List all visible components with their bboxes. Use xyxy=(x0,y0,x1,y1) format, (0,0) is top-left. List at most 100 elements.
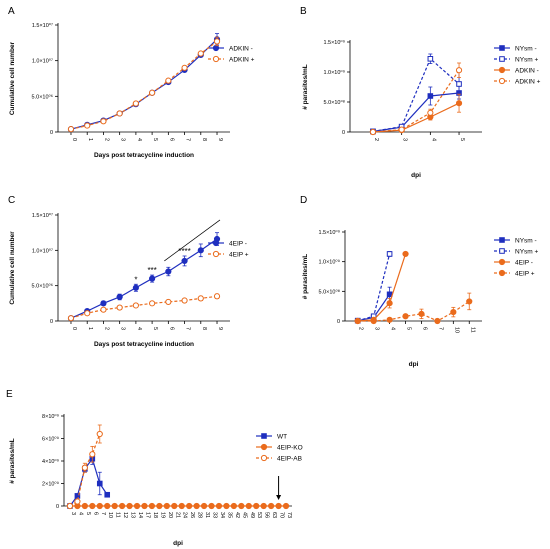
data-point xyxy=(171,502,178,510)
legend-marker xyxy=(498,258,506,266)
panel-label: B xyxy=(300,6,307,17)
data-point xyxy=(253,502,260,510)
data-point xyxy=(466,298,473,305)
data-point xyxy=(282,502,290,510)
data-point xyxy=(165,298,172,306)
data-point xyxy=(402,250,409,258)
data-point xyxy=(132,284,139,291)
data-point xyxy=(213,293,221,300)
data-point xyxy=(74,498,81,505)
data-point xyxy=(141,502,148,510)
legend-marker xyxy=(499,237,505,243)
legend-marker xyxy=(212,239,220,247)
x-tick-label: 26 xyxy=(189,512,195,518)
data-point xyxy=(116,304,123,311)
x-tick-label: 0 xyxy=(71,138,77,141)
x-axis-label: Days post tetracycline induction xyxy=(94,341,194,348)
series-line xyxy=(70,238,218,319)
x-tick-label: 19 xyxy=(159,512,165,518)
data-point xyxy=(96,502,103,510)
x-tick-label: 17 xyxy=(144,512,150,518)
x-tick-label: 5 xyxy=(152,138,158,141)
data-point xyxy=(149,89,156,96)
x-tick-label: 11 xyxy=(115,512,121,518)
data-point xyxy=(213,38,221,45)
legend-marker xyxy=(261,433,267,439)
data-point xyxy=(386,251,393,257)
x-tick-label: 45 xyxy=(241,512,247,518)
x-tick-label: 0 xyxy=(71,327,77,330)
y-tick-label: 5.0×10⁰⁸ xyxy=(323,99,345,106)
data-point xyxy=(456,81,462,87)
data-point xyxy=(186,502,193,510)
legend-marker xyxy=(499,45,505,51)
legend-label: ADKIN + xyxy=(229,56,255,63)
series-line xyxy=(357,253,391,322)
y-tick-label: 0 xyxy=(50,319,53,325)
data-point xyxy=(181,64,188,71)
data-point xyxy=(96,480,103,487)
legend-marker xyxy=(498,77,506,85)
data-point xyxy=(268,502,275,510)
x-tick-label: 9 xyxy=(217,327,223,330)
x-tick-label: 2 xyxy=(103,327,109,330)
data-point xyxy=(181,257,188,265)
data-point xyxy=(178,502,185,510)
y-tick-label: 1.5×10⁰⁹ xyxy=(318,229,340,236)
x-tick-label: 6 xyxy=(92,512,98,515)
legend-label: 4EIP - xyxy=(229,240,247,247)
legend-marker xyxy=(498,66,506,74)
y-tick-label: 1.0×10⁰⁹ xyxy=(323,69,345,76)
legend-label: ADKIN + xyxy=(515,78,541,85)
x-tick-label: 63 xyxy=(271,512,277,518)
x-tick-label: 21 xyxy=(174,512,180,518)
x-tick-label: 1 xyxy=(87,138,93,141)
data-point xyxy=(74,493,81,499)
legend-label: ADKIN - xyxy=(515,67,539,74)
legend-label: 4EIP + xyxy=(515,270,535,277)
x-axis-label: dpi xyxy=(173,540,183,547)
legend-label: 4EIP - xyxy=(515,259,533,266)
data-point xyxy=(354,317,361,325)
x-tick-label: 7 xyxy=(437,327,443,330)
data-point xyxy=(163,502,170,510)
data-point xyxy=(116,110,123,117)
data-point xyxy=(455,100,463,107)
x-tick-label: 8 xyxy=(201,138,207,141)
series-adkin- xyxy=(369,93,463,136)
data-point xyxy=(100,118,107,125)
series-adkin- xyxy=(369,62,463,136)
series-line xyxy=(70,38,218,130)
x-tick-label: 5 xyxy=(152,327,158,330)
x-tick-label: 4 xyxy=(136,138,142,141)
data-point xyxy=(260,502,267,510)
y-tick-label: 1.5×10⁰⁷ xyxy=(32,212,53,219)
data-point xyxy=(67,315,75,322)
x-tick-label: 7 xyxy=(100,512,106,515)
y-tick-label: 0 xyxy=(50,130,53,136)
legend-marker xyxy=(498,269,506,277)
data-point xyxy=(111,502,118,510)
x-tick-label: 5 xyxy=(85,512,91,515)
x-tick-label: 35 xyxy=(226,512,232,518)
data-point xyxy=(96,430,103,438)
y-tick-label: 1.0×10⁰⁹ xyxy=(318,259,340,266)
x-axis-label: dpi xyxy=(409,361,419,368)
series-4eip-ko xyxy=(66,502,290,510)
panel-label: A xyxy=(8,6,15,17)
y-tick-label: 8×10⁰⁹ xyxy=(42,413,59,420)
legend-label: NYsm - xyxy=(515,237,537,244)
data-point xyxy=(418,310,425,317)
x-tick-label: 31 xyxy=(204,512,210,518)
data-point xyxy=(427,93,434,99)
y-tick-label: 1.5×10⁰⁷ xyxy=(32,22,53,29)
data-point xyxy=(132,100,139,107)
legend-label: ADKIN - xyxy=(229,45,253,52)
legend-marker xyxy=(499,56,505,62)
series-adkin- xyxy=(67,33,221,133)
data-point xyxy=(104,502,111,510)
data-point xyxy=(370,317,377,325)
x-tick-label: 10 xyxy=(107,512,113,518)
